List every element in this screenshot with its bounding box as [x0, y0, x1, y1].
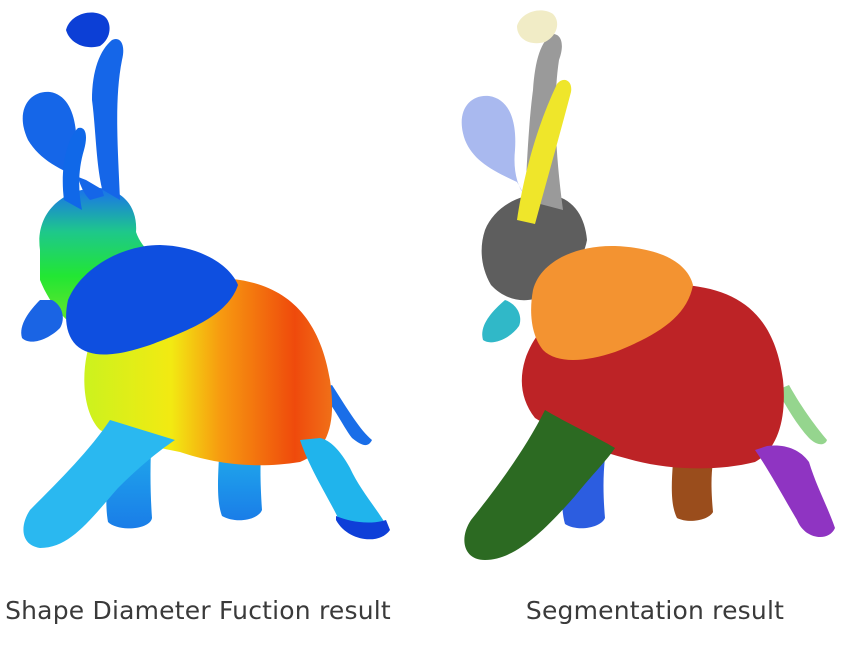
segmentation-elephant-image — [461, 10, 835, 560]
sdf-back-leg — [300, 438, 388, 538]
seg-tail — [777, 385, 827, 445]
sdf-trunk-tip — [66, 12, 110, 48]
sdf-mouth — [21, 300, 63, 342]
seg-lower-trunk — [482, 300, 521, 343]
seg-front-leg — [464, 410, 615, 560]
seg-rear-purple-leg — [755, 445, 835, 538]
seg-ear — [531, 245, 693, 360]
seg-trunk-tip — [517, 10, 558, 44]
seg-trunk-loop — [461, 95, 525, 196]
sdf-trunk — [22, 38, 124, 200]
segmentation-figure — [425, 0, 850, 580]
seg-rear-brown-leg — [671, 462, 713, 521]
sdf-caption: Shape Diameter Fuction result — [5, 596, 391, 625]
seg-tusk — [517, 79, 572, 225]
sdf-back-foot — [336, 516, 390, 540]
segmentation-caption: Segmentation result — [525, 596, 785, 625]
sdf-tusk — [62, 127, 86, 210]
sdf-front-leg — [23, 420, 175, 548]
sdf-figure — [0, 0, 425, 580]
sdf-ear — [66, 245, 238, 355]
sdf-elephant-image — [21, 12, 390, 548]
